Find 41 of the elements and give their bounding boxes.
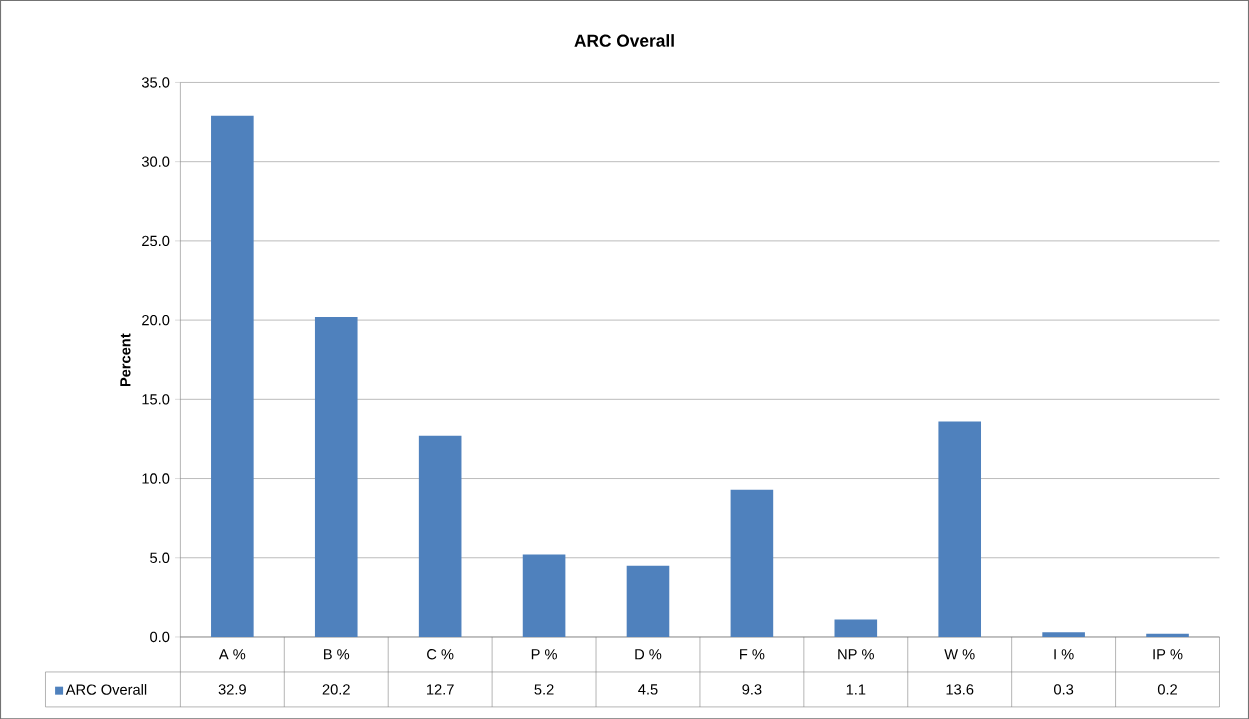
- bar: [1146, 633, 1189, 637]
- data-label: 1.1: [846, 684, 866, 695]
- data-label: 13.6: [946, 684, 974, 695]
- bar: [730, 489, 774, 637]
- y-tick-label: 35.0: [141, 77, 170, 88]
- bar: [1042, 632, 1085, 637]
- y-axis-title: Percent: [120, 333, 131, 386]
- chart-title: ARC Overall: [574, 33, 674, 47]
- x-tick-label: P %: [531, 648, 557, 660]
- y-tick-label: 25.0: [142, 235, 170, 246]
- data-label: 5.2: [534, 684, 554, 695]
- bar: [314, 316, 358, 637]
- x-tick-label: I %: [1054, 648, 1074, 660]
- y-tick-label: 0.0: [150, 631, 170, 642]
- y-tick-label: 30.0: [141, 156, 170, 167]
- y-tick-label: 10.0: [142, 473, 170, 484]
- y-tick-label: 5.0: [150, 552, 170, 563]
- data-label: 12.7: [427, 684, 454, 695]
- bar: [418, 435, 462, 637]
- x-tick-label: B %: [324, 648, 350, 660]
- y-tick-label: 20.0: [142, 314, 170, 326]
- data-label: 0.3: [1054, 684, 1074, 695]
- data-label: 20.2: [322, 684, 350, 695]
- bar: [938, 421, 982, 637]
- bar: [626, 565, 670, 637]
- data-label: 0.2: [1157, 684, 1177, 695]
- data-label: 32.9: [218, 684, 246, 695]
- x-tick-label: D %: [635, 648, 662, 660]
- bar: [522, 554, 566, 637]
- x-tick-label: C %: [427, 648, 454, 660]
- data-label: 9.3: [742, 684, 762, 695]
- legend-label: ARC Overall: [65, 683, 147, 695]
- x-tick-label: IP %: [1153, 648, 1183, 660]
- y-tick-label: 15.0: [142, 393, 170, 405]
- x-tick-label: A %: [218, 648, 246, 660]
- x-tick-label: F %: [740, 648, 765, 660]
- x-tick-label: W %: [944, 648, 975, 660]
- data-label: 4.5: [638, 684, 658, 695]
- bar: [211, 115, 254, 637]
- bar: [834, 619, 878, 637]
- x-tick-label: NP %: [838, 648, 874, 660]
